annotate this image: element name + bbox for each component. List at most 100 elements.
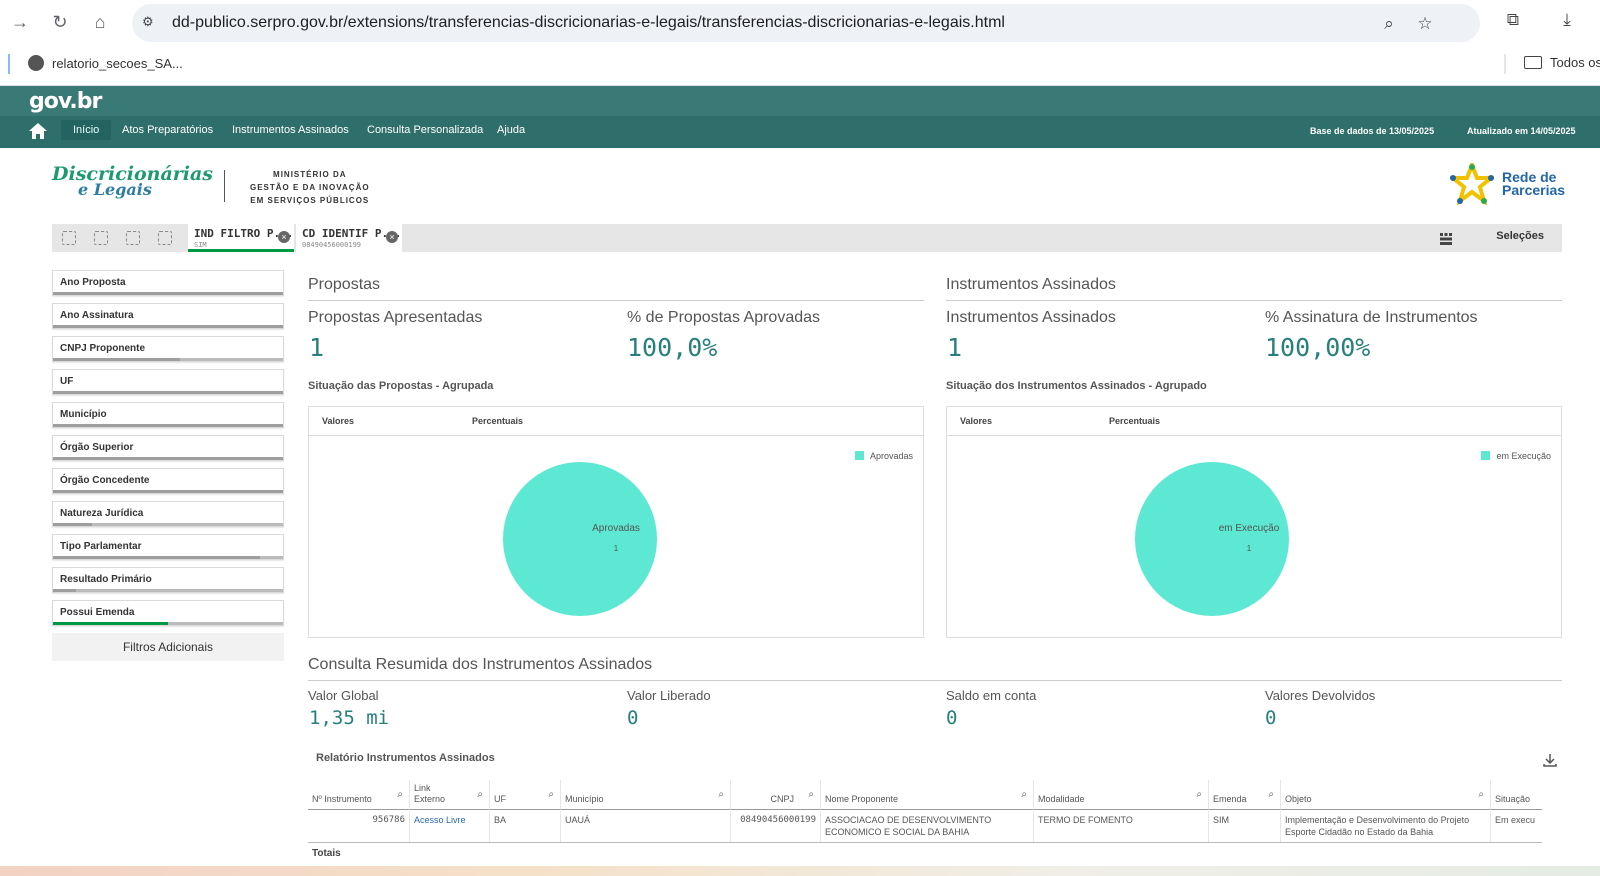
selection-chip[interactable]: IND FILTRO P... SIM × [188,224,294,252]
filter-listbox[interactable]: Ano Assinatura [52,303,284,329]
table-cell: 956786 [308,811,410,842]
updated-date: Atualizado em 14/05/2025 [1467,126,1576,136]
filter-listbox[interactable]: Natureza Jurídica [52,501,284,527]
tab-valores[interactable]: Valores [322,416,355,426]
filter-listbox[interactable]: Resultado Primário [52,567,284,593]
zoom-icon[interactable]: ⌕ [1384,14,1394,33]
url-text[interactable]: dd-publico.serpro.gov.br/extensions/tran… [172,14,1005,31]
column-header-label: UF [494,794,506,804]
column-header[interactable]: Nº Instrumento ⌕ [308,780,410,810]
column-header[interactable]: UF ⌕ [490,780,561,810]
search-icon[interactable]: ⌕ [718,789,724,800]
govbr-logo[interactable]: gov.br [29,89,102,114]
nav-consulta-personalizada[interactable]: Consulta Personalizada [367,124,484,136]
clear-selections-icon[interactable] [158,231,172,245]
home-browser-icon[interactable]: ⌂ [94,12,106,32]
filter-listbox[interactable]: Possui Emenda [52,600,284,626]
chart-legend[interactable]: Aprovadas [854,451,913,461]
browser-toolbar: → ↻ ⌂ ⚙ dd-publico.serpro.gov.br/extensi… [0,0,1600,46]
tab-percentuais[interactable]: Percentuais [1109,416,1161,426]
filter-listbox[interactable]: UF [52,369,284,395]
legend-label: Aprovadas [869,451,913,461]
filter-state-bar [53,391,283,394]
filter-listbox[interactable]: Ano Proposta [52,270,284,296]
site-info-icon[interactable]: ⚙ [142,14,154,29]
search-icon[interactable]: ⌕ [397,789,403,800]
step-back-icon[interactable] [94,231,108,245]
search-icon[interactable]: ⌕ [808,789,814,800]
bookmark-separator [8,54,10,74]
filter-listbox[interactable]: Tipo Parlamentar [52,534,284,560]
filter-state-bar [53,424,283,427]
bookmark-item[interactable]: relatorio_secoes_SA... [28,55,183,71]
nav-ajuda[interactable]: Ajuda [497,124,526,136]
selections-button[interactable]: Seleções [1496,230,1544,242]
search-icon[interactable]: ⌕ [1196,789,1202,800]
chart-tabs: Valores Percentuais [309,407,923,436]
column-header[interactable]: CNPJ ⌕ [731,780,821,810]
column-header[interactable]: Objeto ⌕ [1281,780,1491,810]
tab-percentuais[interactable]: Percentuais [472,416,524,426]
filter-label: Órgão Superior [60,442,134,453]
search-icon[interactable]: ⌕ [477,789,483,800]
nav-inicio[interactable]: Início [61,120,112,140]
home-icon[interactable] [28,122,48,140]
close-icon[interactable]: × [278,231,290,243]
tab-valores[interactable]: Valores [960,416,993,426]
column-header-label: Emenda [1213,794,1247,804]
download-icon[interactable]: ⤓ [1563,10,1571,29]
column-header[interactable]: Situação [1491,780,1542,810]
column-header[interactable]: Modalidade ⌕ [1034,780,1209,810]
step-forward-icon[interactable] [126,231,140,245]
filter-state-fill [53,622,168,625]
filter-state-fill [53,325,283,328]
filter-listbox[interactable]: Órgão Concedente [52,468,284,494]
chart-legend[interactable]: em Execução [1481,451,1551,461]
address-bar[interactable]: ⚙ dd-publico.serpro.gov.br/extensions/tr… [132,4,1480,42]
selection-chip[interactable]: CD IDENTIF P... 08490456000199 × [296,224,402,252]
metric-value: 0 [946,707,958,729]
metric-label: Valor Liberado [627,688,711,703]
filter-state-fill [53,556,260,559]
pie-slice-aprovadas[interactable] [503,462,657,616]
search-icon[interactable]: ⌕ [1478,789,1484,800]
search-icon[interactable]: ⌕ [1021,789,1027,800]
selections-grid-icon[interactable] [1440,233,1452,245]
bookmark-folder[interactable]: Todos os [1524,55,1600,70]
kpi-value: 100,00% [1265,333,1371,362]
legend-label: em Execução [1496,451,1551,461]
pie-slice-em-execucao[interactable] [1135,462,1289,616]
filter-state-fill [53,490,283,493]
column-header[interactable]: Link Externo ⌕ [410,780,490,810]
column-header[interactable]: Município ⌕ [561,780,731,810]
bookmark-star-icon[interactable]: ☆ [1417,14,1433,33]
nav-instrumentos-assinados[interactable]: Instrumentos Assinados [232,124,349,136]
kpi-label: % Assinatura de Instrumentos [1265,309,1478,326]
column-header[interactable]: Emenda ⌕ [1209,780,1281,810]
filter-state-bar [53,325,283,328]
filter-state-bar [53,556,283,559]
nav-atos-preparatorios[interactable]: Atos Preparatórios [122,124,214,136]
filter-listbox[interactable]: Órgão Superior [52,435,284,461]
kpi-value: 1 [309,333,325,362]
bookmark-separator [1504,54,1506,74]
search-icon[interactable]: ⌕ [548,789,554,800]
filter-label: Município [60,409,107,420]
smart-search-icon[interactable] [62,231,76,245]
globe-icon [28,55,44,71]
download-table-icon[interactable] [1542,752,1558,768]
close-icon[interactable]: × [386,231,398,243]
totals-label: Totais [312,848,341,859]
filtros-adicionais-button[interactable]: Filtros Adicionais [52,633,284,661]
reload-icon[interactable]: ↻ [52,12,68,32]
column-header[interactable]: Nome Proponente ⌕ [821,780,1034,810]
filter-listbox[interactable]: Município [52,402,284,428]
search-icon[interactable]: ⌕ [1268,789,1274,800]
forward-icon[interactable]: → [11,12,29,32]
filter-label: Tipo Parlamentar [60,541,142,552]
filter-listbox[interactable]: CNPJ Proponente [52,336,284,362]
base-date: Base de dados de 13/05/2025 [1310,126,1435,136]
extensions-icon[interactable]: ⧉ [1506,10,1520,29]
column-header-label: CNPJ [770,794,794,804]
table-cell-link[interactable]: Acesso Livre [410,811,490,842]
